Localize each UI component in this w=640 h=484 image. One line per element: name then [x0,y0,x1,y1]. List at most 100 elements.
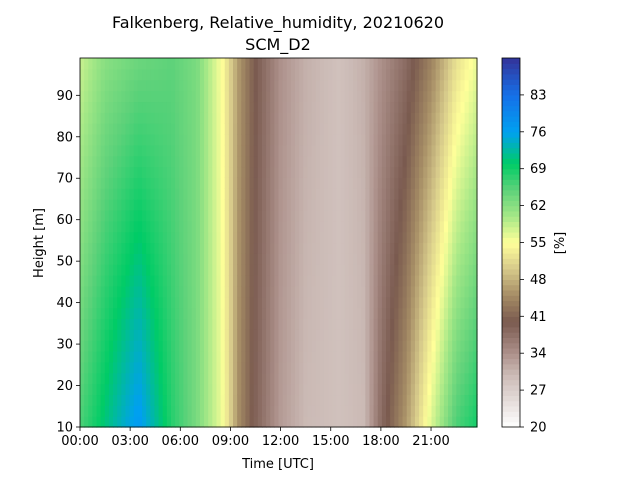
heatmap-cell [448,329,453,341]
heatmap-cell [154,351,160,363]
heatmap-cell [315,199,321,211]
heatmap-cell [456,199,462,211]
heatmap-cell [398,351,404,363]
heatmap-cell [402,242,408,254]
heatmap-cell [352,253,358,265]
heatmap-cell [340,340,346,352]
heatmap-cell [158,123,164,135]
heatmap-cell [158,340,164,352]
heatmap-cell [311,220,317,233]
heatmap-cell [390,372,395,385]
heatmap-cell [431,68,437,81]
heatmap-cell [352,133,358,146]
heatmap-cell [253,340,259,352]
heatmap-cell [245,199,251,211]
heatmap-cell [125,123,131,135]
heatmap-cell [166,209,172,222]
heatmap-cell [357,155,362,168]
heatmap-cell [386,405,391,417]
heatmap-cell [199,285,205,298]
heatmap-cell [175,133,180,146]
heatmap-cell [452,264,457,276]
heatmap-cell [233,90,238,103]
heatmap-cell [303,372,309,385]
heatmap-cell [377,264,383,276]
heatmap-cell [452,209,457,222]
heatmap-cell [290,58,296,70]
heatmap-cell [299,123,304,135]
heatmap-cell [427,275,433,287]
heatmap-cell [381,155,387,168]
heatmap-cell [464,220,470,233]
heatmap-cell [212,68,218,81]
heatmap-cell [373,296,379,309]
heatmap-cell [468,166,474,178]
heatmap-cell [266,58,271,70]
heatmap-cell [208,209,213,222]
heatmap-cell [307,307,313,320]
colorbar-segment [502,390,520,396]
heatmap-cell [195,296,201,309]
heatmap-cell [406,383,412,396]
heatmap-cell [125,394,131,406]
heatmap-cell [410,68,416,81]
heatmap-cell [319,90,325,103]
heatmap-cell [80,275,85,287]
heatmap-cell [96,405,102,417]
heatmap-cell [233,307,238,320]
heatmap-cell [129,351,135,363]
heatmap-cell [125,68,131,81]
heatmap-cell [261,394,267,406]
heatmap-cell [270,112,275,124]
heatmap-cell [80,144,85,157]
heatmap-cell [394,340,400,352]
heatmap-cell [253,361,259,374]
heatmap-cell [129,372,135,385]
heatmap-cell [295,405,300,417]
heatmap-cell [332,58,337,70]
heatmap-cell [162,90,168,103]
heatmap-cell [154,318,160,330]
heatmap-cell [104,79,110,92]
heatmap-cell [117,296,122,309]
heatmap-cell [390,416,395,428]
heatmap-cell [113,90,118,103]
heatmap-cell [270,242,275,254]
heatmap-cell [228,318,234,330]
heatmap-cell [295,90,300,103]
heatmap-cell [290,209,296,222]
heatmap-cell [278,296,284,309]
heatmap-cell [414,166,420,178]
heatmap-cell [452,351,457,363]
heatmap-cell [166,372,172,385]
heatmap-cell [435,318,441,330]
heatmap-cell [117,220,122,233]
heatmap-cell [443,123,449,135]
heatmap-cell [352,101,358,113]
heatmap-cell [237,351,242,363]
heatmap-cell [261,351,267,363]
heatmap-cell [410,383,416,396]
colorbar-segment [502,263,520,270]
heatmap-cell [142,405,147,417]
heatmap-cell [257,394,263,406]
heatmap-cell [199,296,205,309]
heatmap-cell [352,340,358,352]
heatmap-cell [377,79,383,92]
heatmap-cell [158,242,164,254]
heatmap-cell [448,383,453,396]
heatmap-cell [410,340,416,352]
heatmap-cell [290,329,296,341]
heatmap-cell [439,405,445,417]
heatmap-cell [253,318,259,330]
heatmap-cell [158,394,164,406]
heatmap-cell [452,166,457,178]
heatmap-cell [315,231,321,244]
heatmap-cell [348,285,354,298]
heatmap-cell [361,177,366,189]
heatmap-cell [386,296,391,309]
heatmap-cell [357,90,362,103]
heatmap-cell [406,372,412,385]
heatmap-cell [261,101,267,113]
heatmap-cell [137,188,143,200]
